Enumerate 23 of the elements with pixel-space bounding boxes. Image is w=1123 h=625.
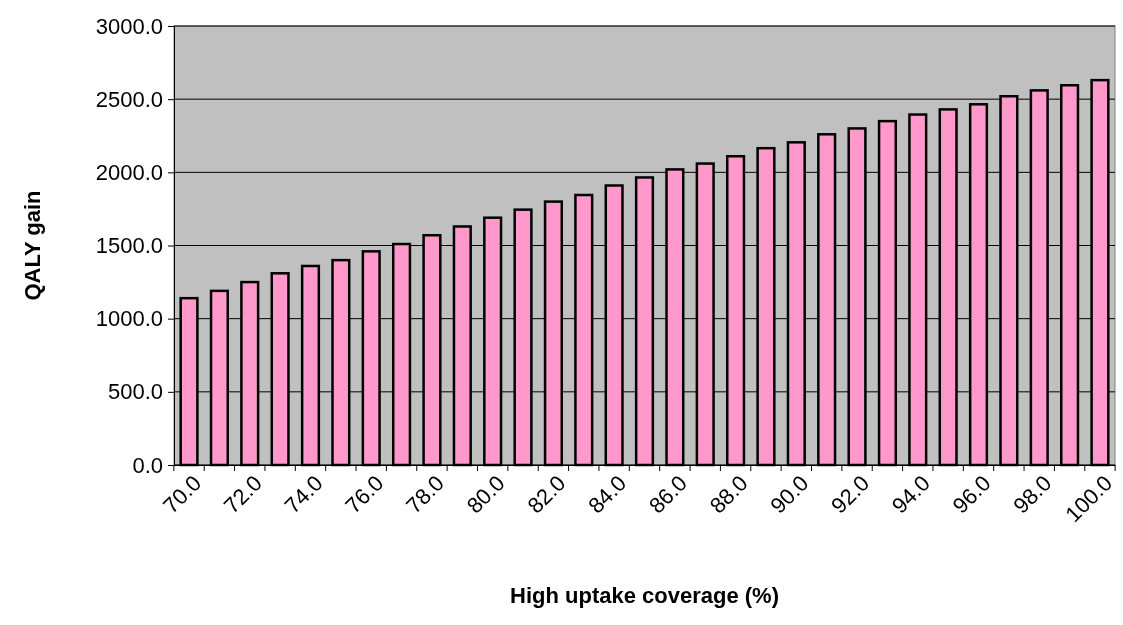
x-axis-title: High uptake coverage (%) <box>510 583 779 608</box>
x-tick-label: 84.0 <box>583 470 632 519</box>
x-tick-label: 88.0 <box>704 470 753 519</box>
x-tick-label: 96.0 <box>947 470 996 519</box>
x-tick-label: 98.0 <box>1008 470 1057 519</box>
x-tick-label: 74.0 <box>279 470 328 519</box>
y-tick-label: 2000.0 <box>95 159 163 185</box>
y-tick-label: 1000.0 <box>95 306 163 332</box>
y-tick-label: 500.0 <box>107 379 163 405</box>
x-tick-label: 86.0 <box>644 470 692 519</box>
x-tick-label: 92.0 <box>826 470 875 519</box>
x-tick-label: 76.0 <box>340 470 389 519</box>
y-tick-label: 1500.0 <box>95 233 163 259</box>
x-tick-label: 78.0 <box>401 470 450 519</box>
x-tick-label: 90.0 <box>765 470 814 519</box>
x-tick-label: 94.0 <box>886 470 935 519</box>
y-tick-label: 3000.0 <box>95 13 163 39</box>
x-tick-label: 80.0 <box>461 470 510 519</box>
x-tick-label: 82.0 <box>522 470 571 519</box>
y-axis-title: QALY gain <box>20 190 45 301</box>
x-tick-label: 72.0 <box>218 470 267 519</box>
y-tick-label: 2500.0 <box>95 86 163 112</box>
y-tick-label: 0.0 <box>132 452 163 478</box>
